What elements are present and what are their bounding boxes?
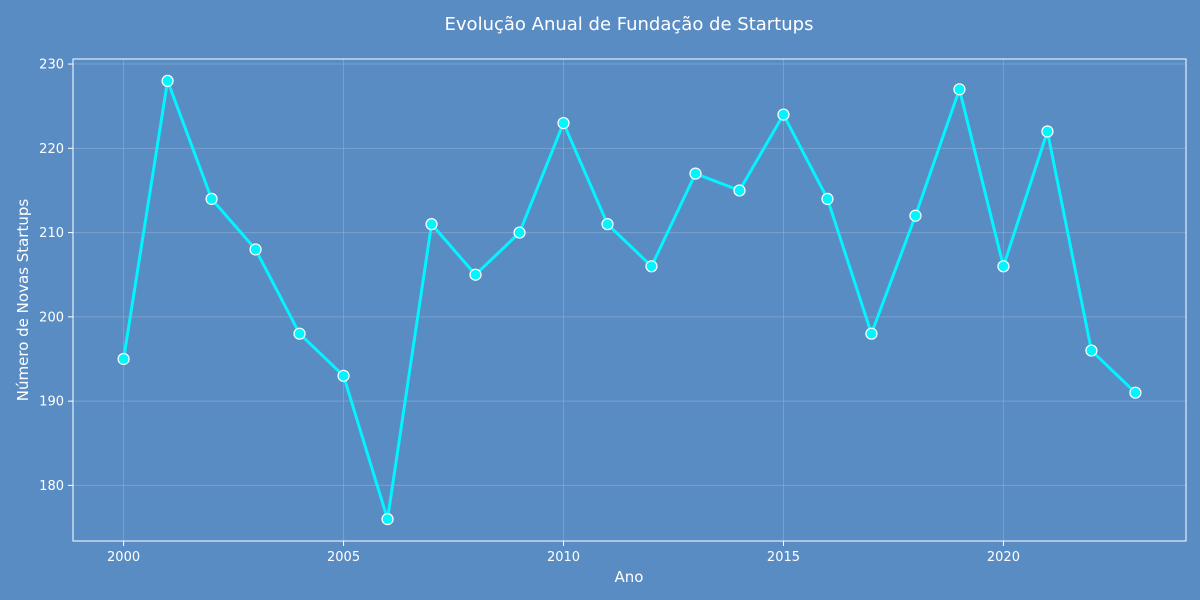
data-points xyxy=(117,74,1142,526)
data-point-marker xyxy=(777,108,790,121)
data-point-marker xyxy=(425,218,438,231)
x-axis-ticks: 2000 2005 2010 2015 2020 xyxy=(107,541,1020,565)
data-point-marker xyxy=(689,167,702,180)
y-tick-label: 190 xyxy=(39,395,64,410)
x-axis-label: Ano xyxy=(615,568,644,586)
x-tick-label: 2010 xyxy=(547,550,580,565)
data-point-marker xyxy=(117,352,130,366)
data-point-marker xyxy=(1041,125,1054,138)
x-tick-label: 2000 xyxy=(107,550,140,565)
data-point-marker xyxy=(997,260,1010,273)
y-tick-label: 180 xyxy=(39,479,64,494)
plot-frame xyxy=(72,58,1187,542)
data-point-marker xyxy=(205,192,218,205)
x-tick-label: 2005 xyxy=(327,550,360,565)
data-point-marker xyxy=(337,369,350,382)
y-tick-label: 210 xyxy=(39,226,64,241)
data-point-marker xyxy=(1129,386,1142,399)
data-point-marker xyxy=(601,218,614,231)
data-point-marker xyxy=(161,74,174,88)
x-tick-label: 2020 xyxy=(987,550,1020,565)
data-point-marker xyxy=(733,184,746,197)
data-point-marker xyxy=(381,512,394,526)
y-tick-label: 230 xyxy=(39,58,64,73)
data-point-marker xyxy=(909,209,922,222)
y-axis-label: Número de Novas Startups xyxy=(14,199,32,402)
y-tick-label: 220 xyxy=(39,142,64,157)
data-point-marker xyxy=(293,327,306,340)
y-tick-label: 200 xyxy=(39,310,64,325)
data-point-marker xyxy=(469,268,482,281)
data-point-marker xyxy=(513,226,526,239)
data-point-marker xyxy=(865,327,878,340)
data-point-marker xyxy=(249,243,262,256)
data-point-marker xyxy=(953,83,966,96)
chart-title: Evolução Anual de Fundação de Startups xyxy=(445,14,814,35)
series-line xyxy=(122,79,1137,521)
x-tick-label: 2015 xyxy=(767,550,800,565)
y-axis-ticks: 180 190 200 210 220 230 xyxy=(39,58,73,494)
data-point-marker xyxy=(557,116,570,130)
grid-lines xyxy=(73,59,1186,541)
data-point-marker xyxy=(821,192,834,205)
data-point-marker xyxy=(645,260,658,273)
data-point-marker xyxy=(1085,344,1098,357)
